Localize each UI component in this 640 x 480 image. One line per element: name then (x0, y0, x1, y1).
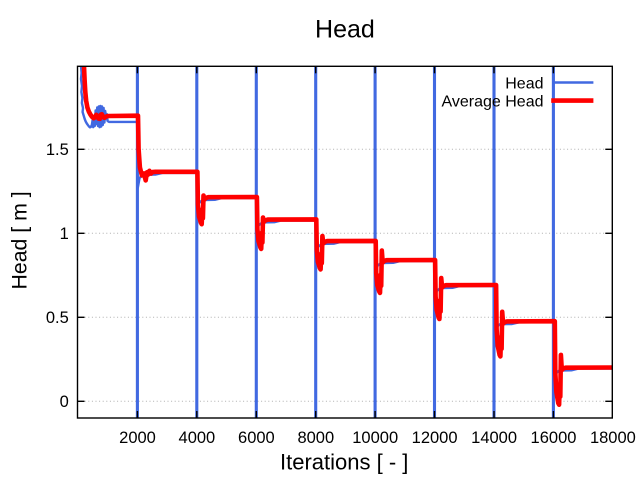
svg-text:0.5: 0.5 (46, 309, 69, 327)
svg-text:18000: 18000 (590, 429, 636, 447)
svg-text:6000: 6000 (238, 429, 275, 447)
svg-text:12000: 12000 (412, 429, 458, 447)
svg-text:2000: 2000 (119, 429, 156, 447)
svg-text:0: 0 (60, 393, 69, 411)
svg-text:10000: 10000 (352, 429, 398, 447)
svg-text:1.5: 1.5 (46, 141, 69, 159)
svg-text:Head: Head (315, 15, 375, 43)
svg-text:8000: 8000 (297, 429, 334, 447)
svg-text:4000: 4000 (179, 429, 216, 447)
svg-text:Head [ m ]: Head [ m ] (7, 191, 31, 289)
svg-text:Head: Head (505, 75, 543, 92)
svg-text:1: 1 (60, 225, 69, 243)
svg-text:Average Head: Average Head (442, 93, 544, 110)
svg-text:Iterations [ - ]: Iterations [ - ] (280, 449, 408, 474)
svg-text:14000: 14000 (471, 429, 517, 447)
svg-text:16000: 16000 (531, 429, 577, 447)
